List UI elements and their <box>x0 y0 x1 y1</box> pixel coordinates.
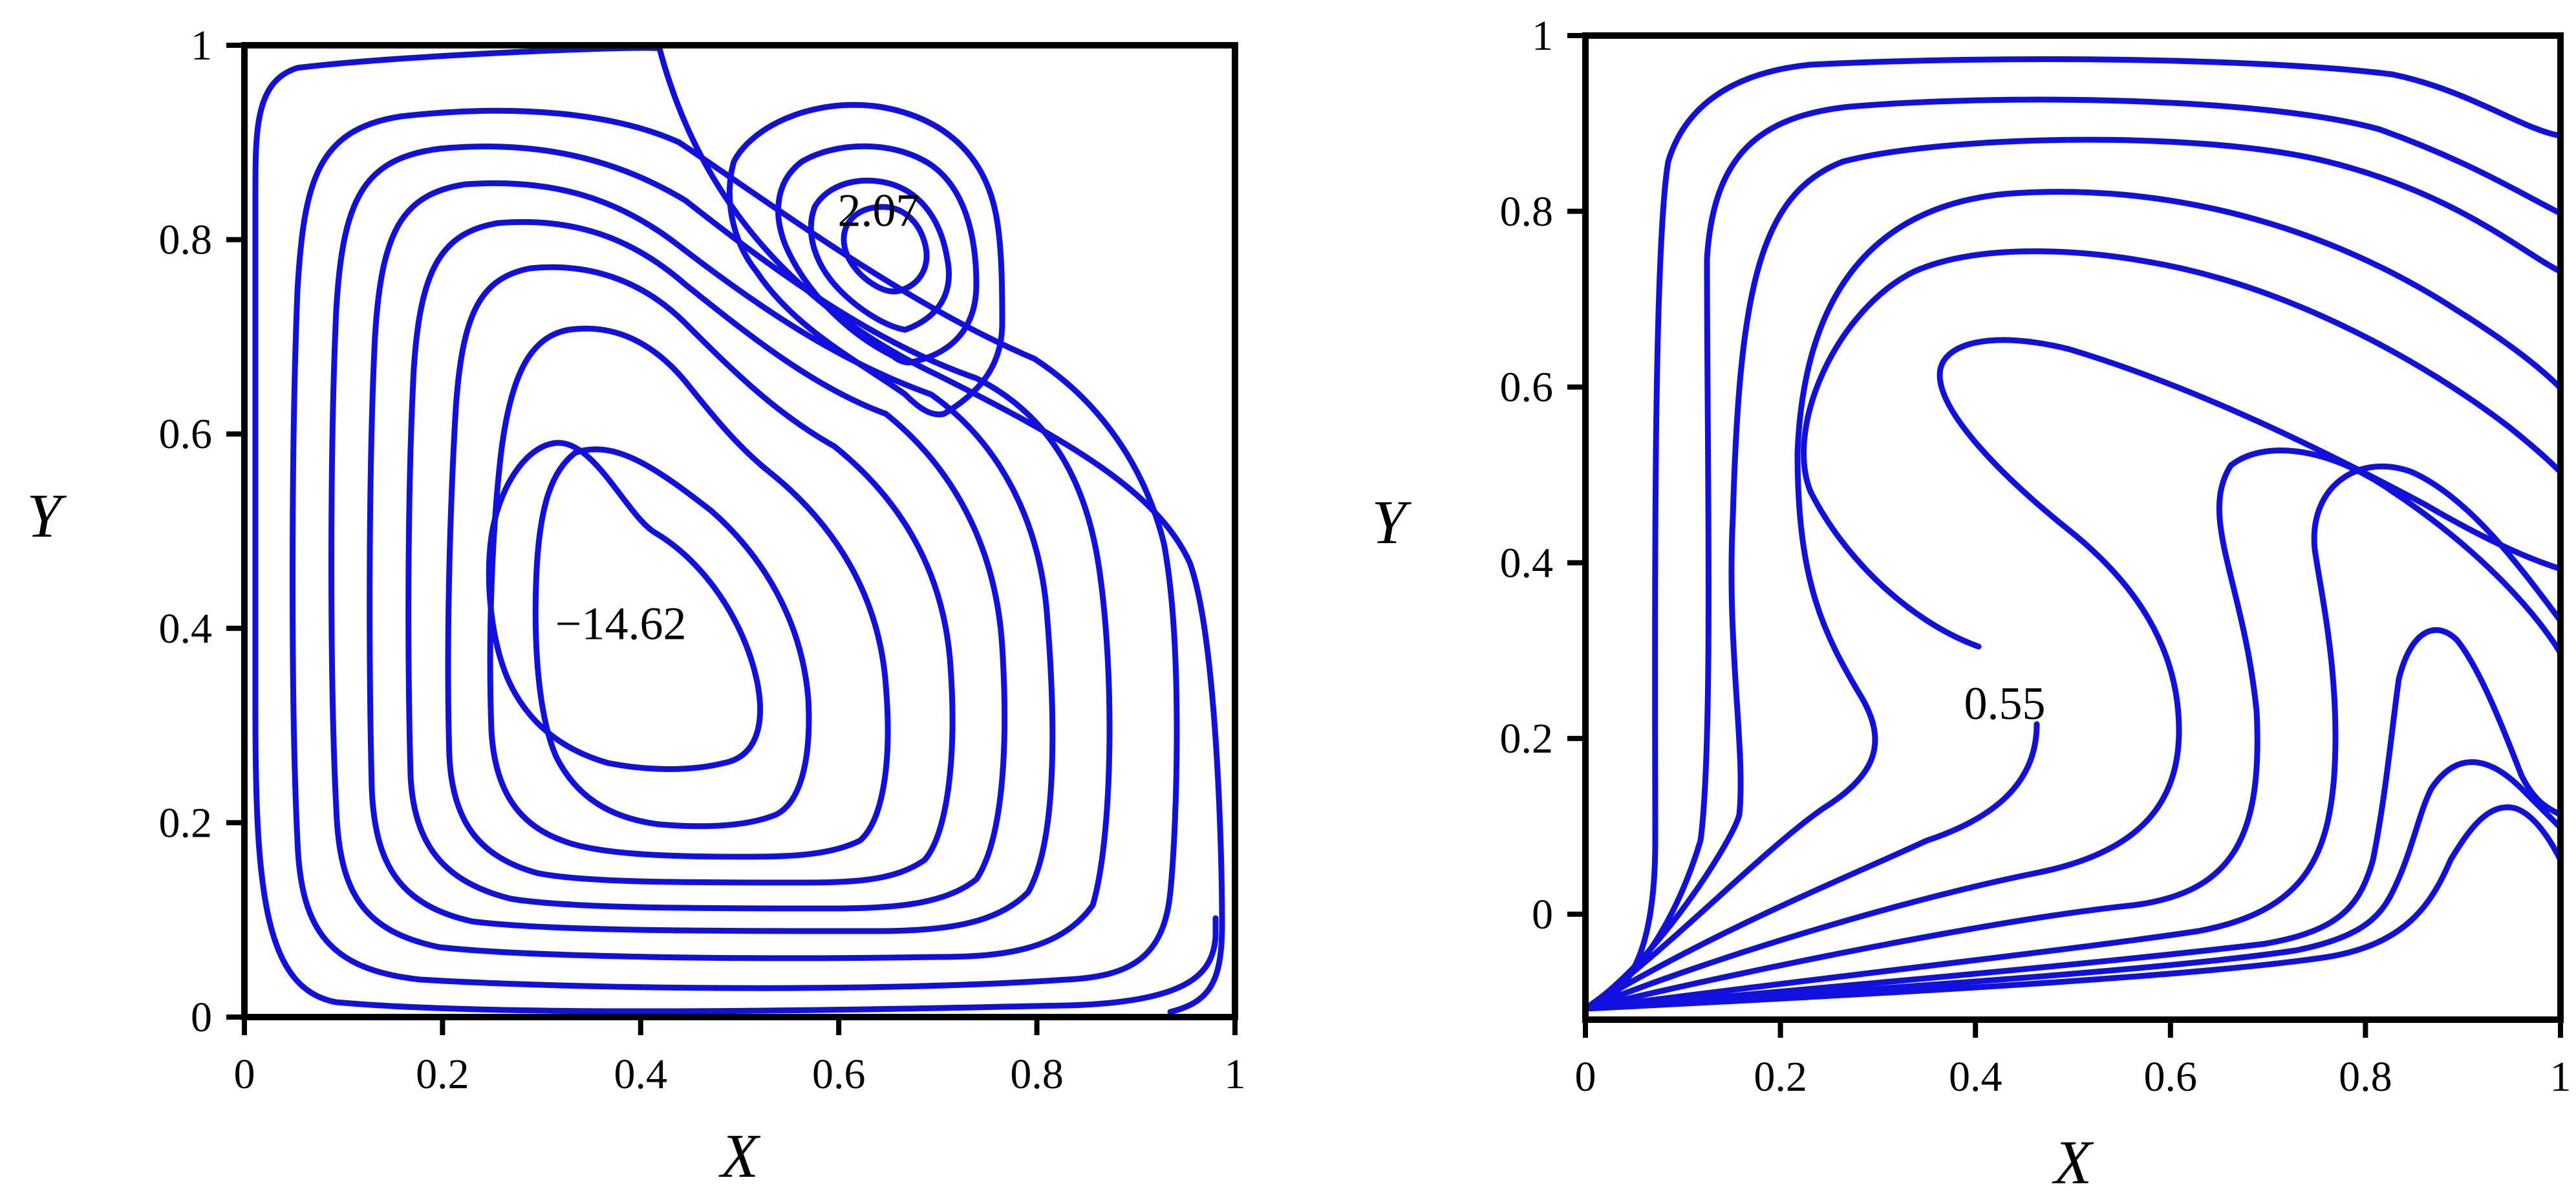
streamline-contours <box>252 45 1225 1015</box>
contour-labels: 0.55 <box>1964 678 2045 729</box>
x-axis-label: X <box>718 1121 761 1190</box>
y-tick-label: 0.4 <box>1500 539 1554 586</box>
y-tick-label: 0.8 <box>159 217 213 264</box>
contour-line <box>656 45 1225 1015</box>
contour-line <box>1582 189 2564 1012</box>
x-tick-label: 0.2 <box>416 1051 469 1098</box>
contour-line <box>445 264 956 886</box>
contour-line <box>775 143 980 365</box>
contour-line <box>1582 721 2040 1012</box>
plot-frame <box>241 42 1238 1020</box>
contour-value-label: 2.07 <box>837 185 919 237</box>
contour-line <box>808 177 952 333</box>
y-tick-label: 0.2 <box>1500 715 1554 762</box>
streamline-panel: 2.07 −14.62 0 0.2 0.4 0.6 0.8 1 0 0.2 0.4 0.6 0.8 1… <box>27 22 1245 1190</box>
x-axis: 0 0.2 0.4 0.6 0.8 1 <box>234 1017 1246 1098</box>
y-tick-label: 0 <box>1532 891 1553 938</box>
y-tick-label: 0 <box>191 994 212 1041</box>
contour-labels: 2.07 −14.62 <box>555 185 919 650</box>
contour-line <box>486 440 763 772</box>
contour-value-label: 0.55 <box>1964 678 2045 729</box>
x-axis: 0 0.2 0.4 0.6 0.8 1 <box>1575 1020 2571 1100</box>
contour-line <box>1582 136 2564 1012</box>
x-tick-label: 0 <box>1575 1053 1596 1100</box>
y-tick-label: 0.6 <box>159 411 213 458</box>
contour-line <box>487 325 891 860</box>
y-tick-label: 0.6 <box>1500 364 1554 411</box>
isotherm-contours <box>1582 56 2564 1012</box>
contour-line <box>1801 248 2564 650</box>
contour-line <box>1582 627 2564 1012</box>
contour-line <box>328 144 1113 961</box>
contour-line <box>405 219 1008 912</box>
y-tick-label: 1 <box>191 22 212 69</box>
plot-frame <box>1582 32 2564 1023</box>
x-tick-label: 0.6 <box>2144 1053 2198 1100</box>
x-tick-label: 0.4 <box>614 1051 668 1098</box>
x-axis-label: X <box>2052 1128 2094 1191</box>
contour-line <box>1582 804 2564 1012</box>
y-tick-label: 0.2 <box>159 799 213 846</box>
x-tick-label: 0.6 <box>812 1051 866 1098</box>
contour-line <box>726 102 1005 418</box>
x-tick-label: 0.4 <box>1949 1053 2002 1100</box>
y-axis-label: Y <box>27 481 67 550</box>
x-tick-label: 0.8 <box>2339 1053 2392 1100</box>
contour-line <box>1582 759 2564 1012</box>
contour-line <box>532 446 812 830</box>
x-tick-label: 1 <box>1225 1051 1246 1098</box>
y-axis-label: Y <box>1371 488 1411 557</box>
x-tick-label: 0 <box>234 1051 255 1098</box>
y-tick-label: 1 <box>1532 12 1553 59</box>
contour-line <box>1582 463 2564 1012</box>
x-tick-label: 0.2 <box>1754 1053 1807 1100</box>
y-tick-label: 0.4 <box>159 605 213 652</box>
contour-line <box>367 180 1056 934</box>
y-axis: 0 0.2 0.4 0.6 0.8 1 <box>1500 12 1585 938</box>
y-axis: 0 0.2 0.4 0.6 0.8 1 <box>159 22 244 1041</box>
y-tick-label: 0.8 <box>1500 188 1554 235</box>
contour-line <box>290 107 1180 991</box>
contour-line <box>1582 337 2564 1012</box>
x-tick-label: 0.8 <box>1010 1051 1064 1098</box>
contour-line <box>1582 96 2564 1012</box>
x-tick-label: 1 <box>2550 1053 2571 1100</box>
contour-line <box>841 204 930 295</box>
contour-value-label: −14.62 <box>555 597 687 649</box>
contour-line <box>252 45 1219 1014</box>
isotherm-panel: 0.55 0 0.2 0.4 0.6 0.8 1 0 0.2 0.4 0.6 0.8 1 X Y <box>1371 12 2571 1191</box>
contour-line <box>1582 56 2564 1012</box>
contour-line <box>1582 447 2564 1012</box>
